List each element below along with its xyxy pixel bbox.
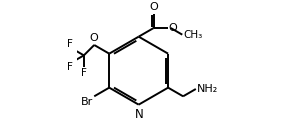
Text: F: F xyxy=(67,62,73,72)
Text: N: N xyxy=(135,108,144,121)
Text: Br: Br xyxy=(81,97,94,107)
Text: NH₂: NH₂ xyxy=(196,84,218,94)
Text: O: O xyxy=(90,33,98,43)
Text: O: O xyxy=(169,23,178,33)
Text: O: O xyxy=(149,2,158,12)
Text: F: F xyxy=(67,39,73,49)
Text: F: F xyxy=(81,68,87,78)
Text: CH₃: CH₃ xyxy=(183,30,202,40)
